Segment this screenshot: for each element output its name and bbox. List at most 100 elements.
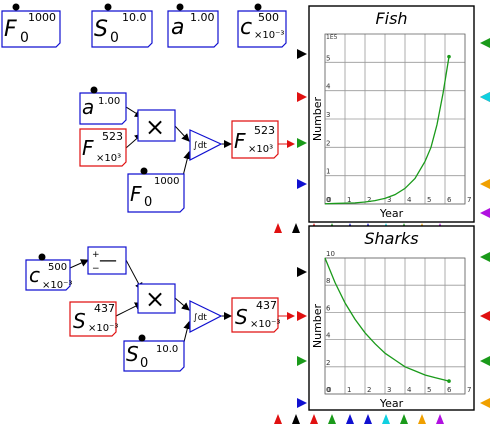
svg-text:×10⁻³: ×10⁻³ — [88, 323, 118, 334]
output-port-red — [480, 311, 490, 321]
x-tick-label: 4 — [407, 196, 412, 204]
multiply-block-shark[interactable]: × — [137, 283, 176, 314]
x-tick-label: 0 — [327, 196, 331, 204]
series-line — [324, 257, 450, 382]
series-end-marker — [447, 54, 451, 59]
subtract-block-shark[interactable]: + − — — [87, 246, 127, 275]
bottom-port-red — [274, 223, 282, 233]
y-tick-label: 5 — [326, 54, 330, 62]
bottom-port-green — [400, 414, 408, 424]
param-f0-top[interactable]: F 0 1000 — [1, 3, 61, 48]
x-tick-label: 6 — [447, 386, 452, 394]
svg-text:×10³: ×10³ — [248, 144, 273, 155]
svg-text:10.0: 10.0 — [122, 11, 147, 24]
bottom-port-red — [274, 414, 282, 424]
bottom-port-black — [292, 414, 300, 424]
x-tick-label: 7 — [467, 386, 471, 394]
plot-area — [324, 33, 466, 205]
param-a-fish[interactable]: a 1.00 — [79, 86, 127, 125]
param-a-top[interactable]: a 1.00 — [167, 3, 219, 48]
x-tick-label: 2 — [367, 196, 371, 204]
y-tick-label: 1 — [326, 168, 330, 176]
y-tick-label: 4 — [326, 83, 331, 91]
x-tick-label: 7 — [467, 196, 471, 204]
input-port-green — [297, 138, 307, 148]
x-tick-label: 0 — [327, 386, 331, 394]
svg-text:0: 0 — [110, 30, 119, 46]
param-s0-shark[interactable]: S 0 10.0 — [123, 334, 185, 372]
bottom-port-cyan — [382, 414, 390, 424]
input-port-blue — [297, 179, 307, 189]
output-port-cyan — [480, 92, 490, 102]
param-c-shark[interactable]: c 500 ×10⁻³ — [25, 253, 72, 292]
y-tick-label: 8 — [326, 277, 330, 285]
input-port-red — [297, 311, 307, 321]
x-tick-label: 1 — [347, 196, 351, 204]
svg-text:1.00: 1.00 — [98, 96, 120, 107]
bottom-port-red — [310, 414, 318, 424]
svg-text:F: F — [82, 136, 94, 160]
svg-text:S: S — [73, 309, 86, 333]
stock-f-fish-input[interactable]: F 523 ×10³ — [79, 128, 127, 167]
y-tick-label: 3 — [326, 111, 330, 119]
svg-text:S: S — [126, 342, 139, 366]
y-tick-label: 2 — [326, 139, 330, 147]
stock-s-shark-input[interactable]: S 437 ×10⁻³ — [69, 301, 118, 337]
output-port-purple — [480, 208, 490, 218]
x-tick-label: 3 — [387, 386, 391, 394]
param-c-top[interactable]: c 500 ×10⁻³ — [237, 3, 287, 48]
svg-text:c: c — [240, 15, 252, 40]
x-tick-label: 5 — [427, 196, 431, 204]
svg-text:a: a — [82, 95, 94, 119]
stock-s-shark-output[interactable]: S 437 ×10⁻³ — [231, 297, 280, 333]
svg-text:×10⁻³: ×10⁻³ — [42, 280, 72, 291]
svg-text:×: × — [145, 113, 165, 141]
x-axis-label: Year — [379, 397, 404, 410]
svg-text:F: F — [4, 17, 17, 42]
svg-text:0: 0 — [140, 356, 148, 371]
bottom-port-orange — [418, 414, 426, 424]
svg-text:0: 0 — [144, 195, 152, 210]
svg-text:×10⁻³: ×10⁻³ — [250, 319, 280, 330]
input-port-black — [297, 267, 307, 277]
x-tick-label: 1 — [347, 386, 351, 394]
bottom-port-black — [292, 223, 300, 233]
x-tick-label: 3 — [387, 196, 391, 204]
y-multiplier-label: 1E5 — [326, 34, 338, 41]
svg-text:F: F — [130, 182, 142, 206]
y-tick-label: 4 — [326, 332, 331, 340]
input-port-red — [297, 92, 307, 102]
param-f0-fish[interactable]: F 0 1000 — [127, 167, 185, 213]
svg-text:1000: 1000 — [154, 176, 179, 187]
bottom-port-purple — [436, 414, 444, 424]
output-port-green — [480, 252, 490, 262]
svg-text:500: 500 — [258, 11, 279, 24]
svg-text:c: c — [29, 263, 40, 287]
svg-text:523: 523 — [254, 124, 275, 137]
svg-text:10.0: 10.0 — [156, 344, 178, 355]
svg-text:×10³: ×10³ — [96, 153, 121, 164]
multiply-block-fish[interactable]: × — [137, 109, 176, 142]
stock-f-fish-output[interactable]: F 523 ×10³ — [231, 120, 279, 159]
svg-text:1000: 1000 — [28, 11, 56, 24]
output-port-orange — [480, 398, 490, 408]
input-port-green — [297, 356, 307, 366]
plot-area — [324, 257, 466, 395]
y-tick-label: 10 — [326, 250, 335, 258]
integrate-block-shark[interactable]: ∫dt — [189, 300, 223, 333]
chart-title: Fish — [375, 9, 407, 28]
chart-frame — [308, 225, 475, 411]
y-tick-label: 0 — [326, 386, 330, 394]
svg-text:S: S — [235, 305, 248, 329]
param-s0-top[interactable]: S 0 10.0 — [91, 3, 153, 48]
bottom-port-blue — [364, 414, 372, 424]
series-end-marker — [447, 379, 451, 383]
integrate-block-fish[interactable]: ∫dt — [189, 129, 223, 161]
svg-text:0: 0 — [20, 30, 29, 46]
x-axis-label: Year — [379, 207, 404, 220]
svg-text:×: × — [145, 285, 165, 313]
bottom-port-green — [328, 414, 336, 424]
